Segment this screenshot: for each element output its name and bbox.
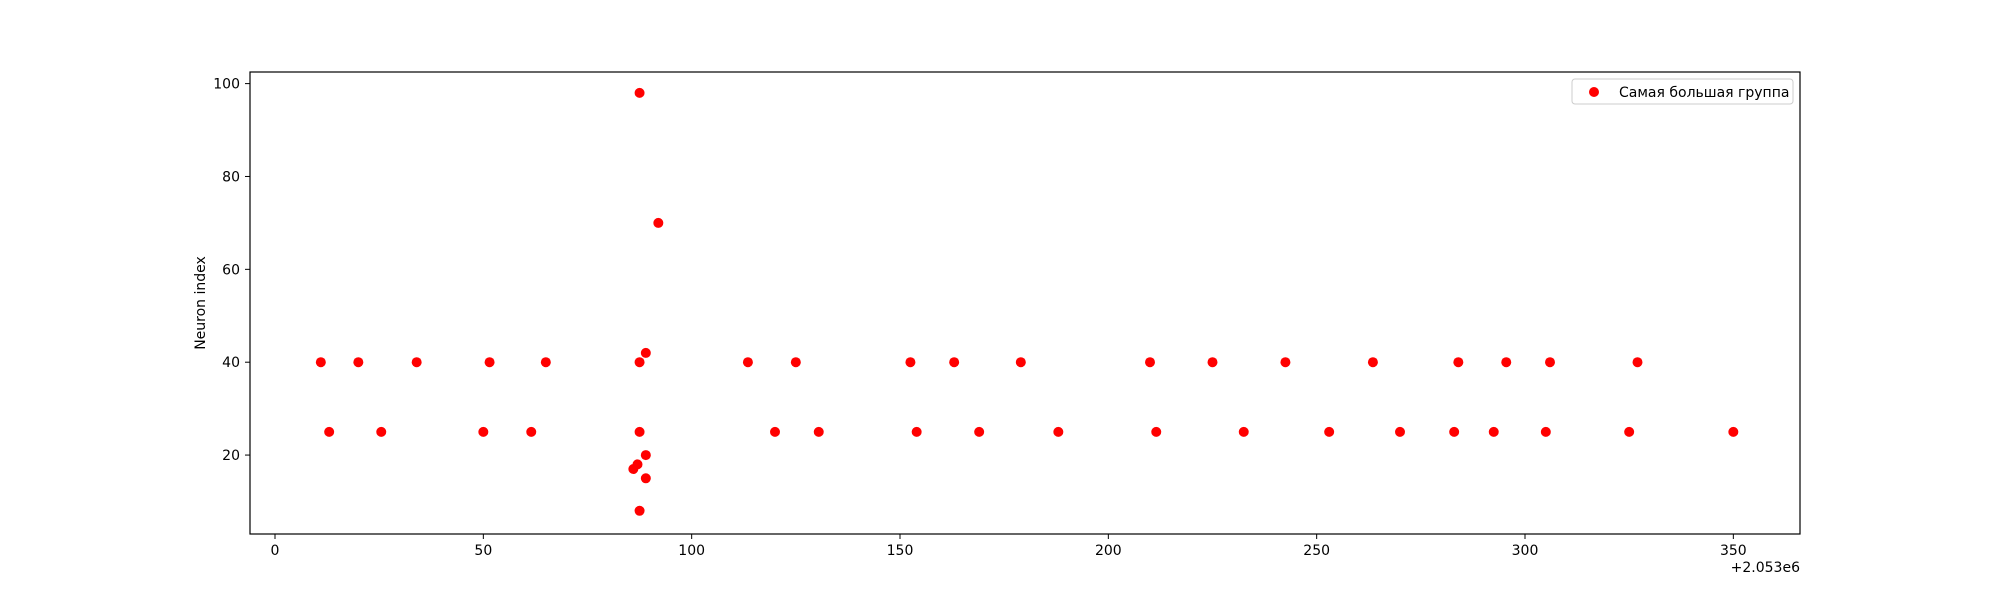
data-point: [1501, 357, 1512, 368]
data-point: [640, 450, 651, 461]
data-point: [1624, 426, 1635, 437]
data-point: [1395, 426, 1405, 437]
data-point: [634, 87, 645, 98]
y-tick-label: 20: [222, 448, 240, 464]
data-point: [540, 357, 551, 368]
data-point: [484, 357, 495, 368]
data-point: [1207, 357, 1218, 368]
data-point: [1015, 357, 1026, 368]
data-point: [949, 357, 960, 368]
data-point: [478, 426, 489, 437]
data-point: [1728, 426, 1739, 437]
legend: Самая большая группа: [1571, 78, 1794, 105]
x-axis-offset-label: +2.053e6: [1731, 560, 1800, 576]
data-point: [324, 426, 335, 437]
data-point: [634, 426, 645, 437]
data-point: [1053, 426, 1064, 437]
y-axis-label: Neuron index: [193, 256, 209, 350]
data-point: [742, 357, 753, 368]
x-tick-label: 250: [1303, 543, 1330, 559]
legend-marker: [1589, 87, 1599, 97]
data-point: [640, 473, 651, 484]
data-point: [1488, 426, 1499, 437]
data-point: [634, 357, 645, 368]
data-point: [1151, 426, 1162, 437]
data-point: [653, 217, 664, 228]
data-points: [315, 87, 1739, 516]
data-point: [1280, 357, 1291, 368]
data-point: [1145, 357, 1155, 368]
x-axis-ticks: 0 50 100 150 200 250 300 350: [271, 534, 1747, 559]
legend-label: Самая большая группа: [1619, 85, 1789, 101]
x-tick-label: 300: [1512, 543, 1539, 559]
data-point: [411, 357, 422, 368]
data-point: [905, 357, 916, 368]
x-tick-label: 100: [678, 543, 705, 559]
data-point: [632, 459, 643, 470]
axes-frame: [249, 71, 1801, 535]
data-point: [1540, 426, 1551, 437]
y-tick-label: 40: [222, 355, 240, 371]
y-tick-label: 60: [222, 262, 240, 278]
data-point: [1238, 426, 1249, 437]
data-point: [770, 426, 780, 437]
y-axis-ticks: 20 40 60 80 100: [213, 77, 250, 464]
data-point: [1632, 357, 1643, 368]
data-point: [315, 357, 326, 368]
x-tick-label: 50: [474, 543, 492, 559]
x-tick-label: 200: [1095, 543, 1122, 559]
data-point: [1453, 357, 1464, 368]
data-point: [1449, 426, 1460, 437]
data-point: [974, 426, 985, 437]
data-point: [790, 357, 801, 368]
data-point: [634, 505, 645, 516]
data-point: [640, 347, 651, 358]
x-tick-label: 350: [1720, 543, 1747, 559]
data-point: [526, 426, 537, 437]
x-tick-label: 150: [887, 543, 914, 559]
data-point: [376, 426, 387, 437]
data-point: [911, 426, 922, 437]
y-tick-label: 80: [222, 169, 240, 185]
data-point: [1324, 426, 1335, 437]
data-point: [1545, 357, 1555, 368]
data-point: [813, 426, 824, 437]
data-point: [1367, 357, 1378, 368]
y-tick-label: 100: [213, 77, 240, 93]
x-tick-label: 0: [271, 543, 280, 559]
data-point: [353, 357, 364, 368]
legend-box: [1571, 78, 1794, 105]
